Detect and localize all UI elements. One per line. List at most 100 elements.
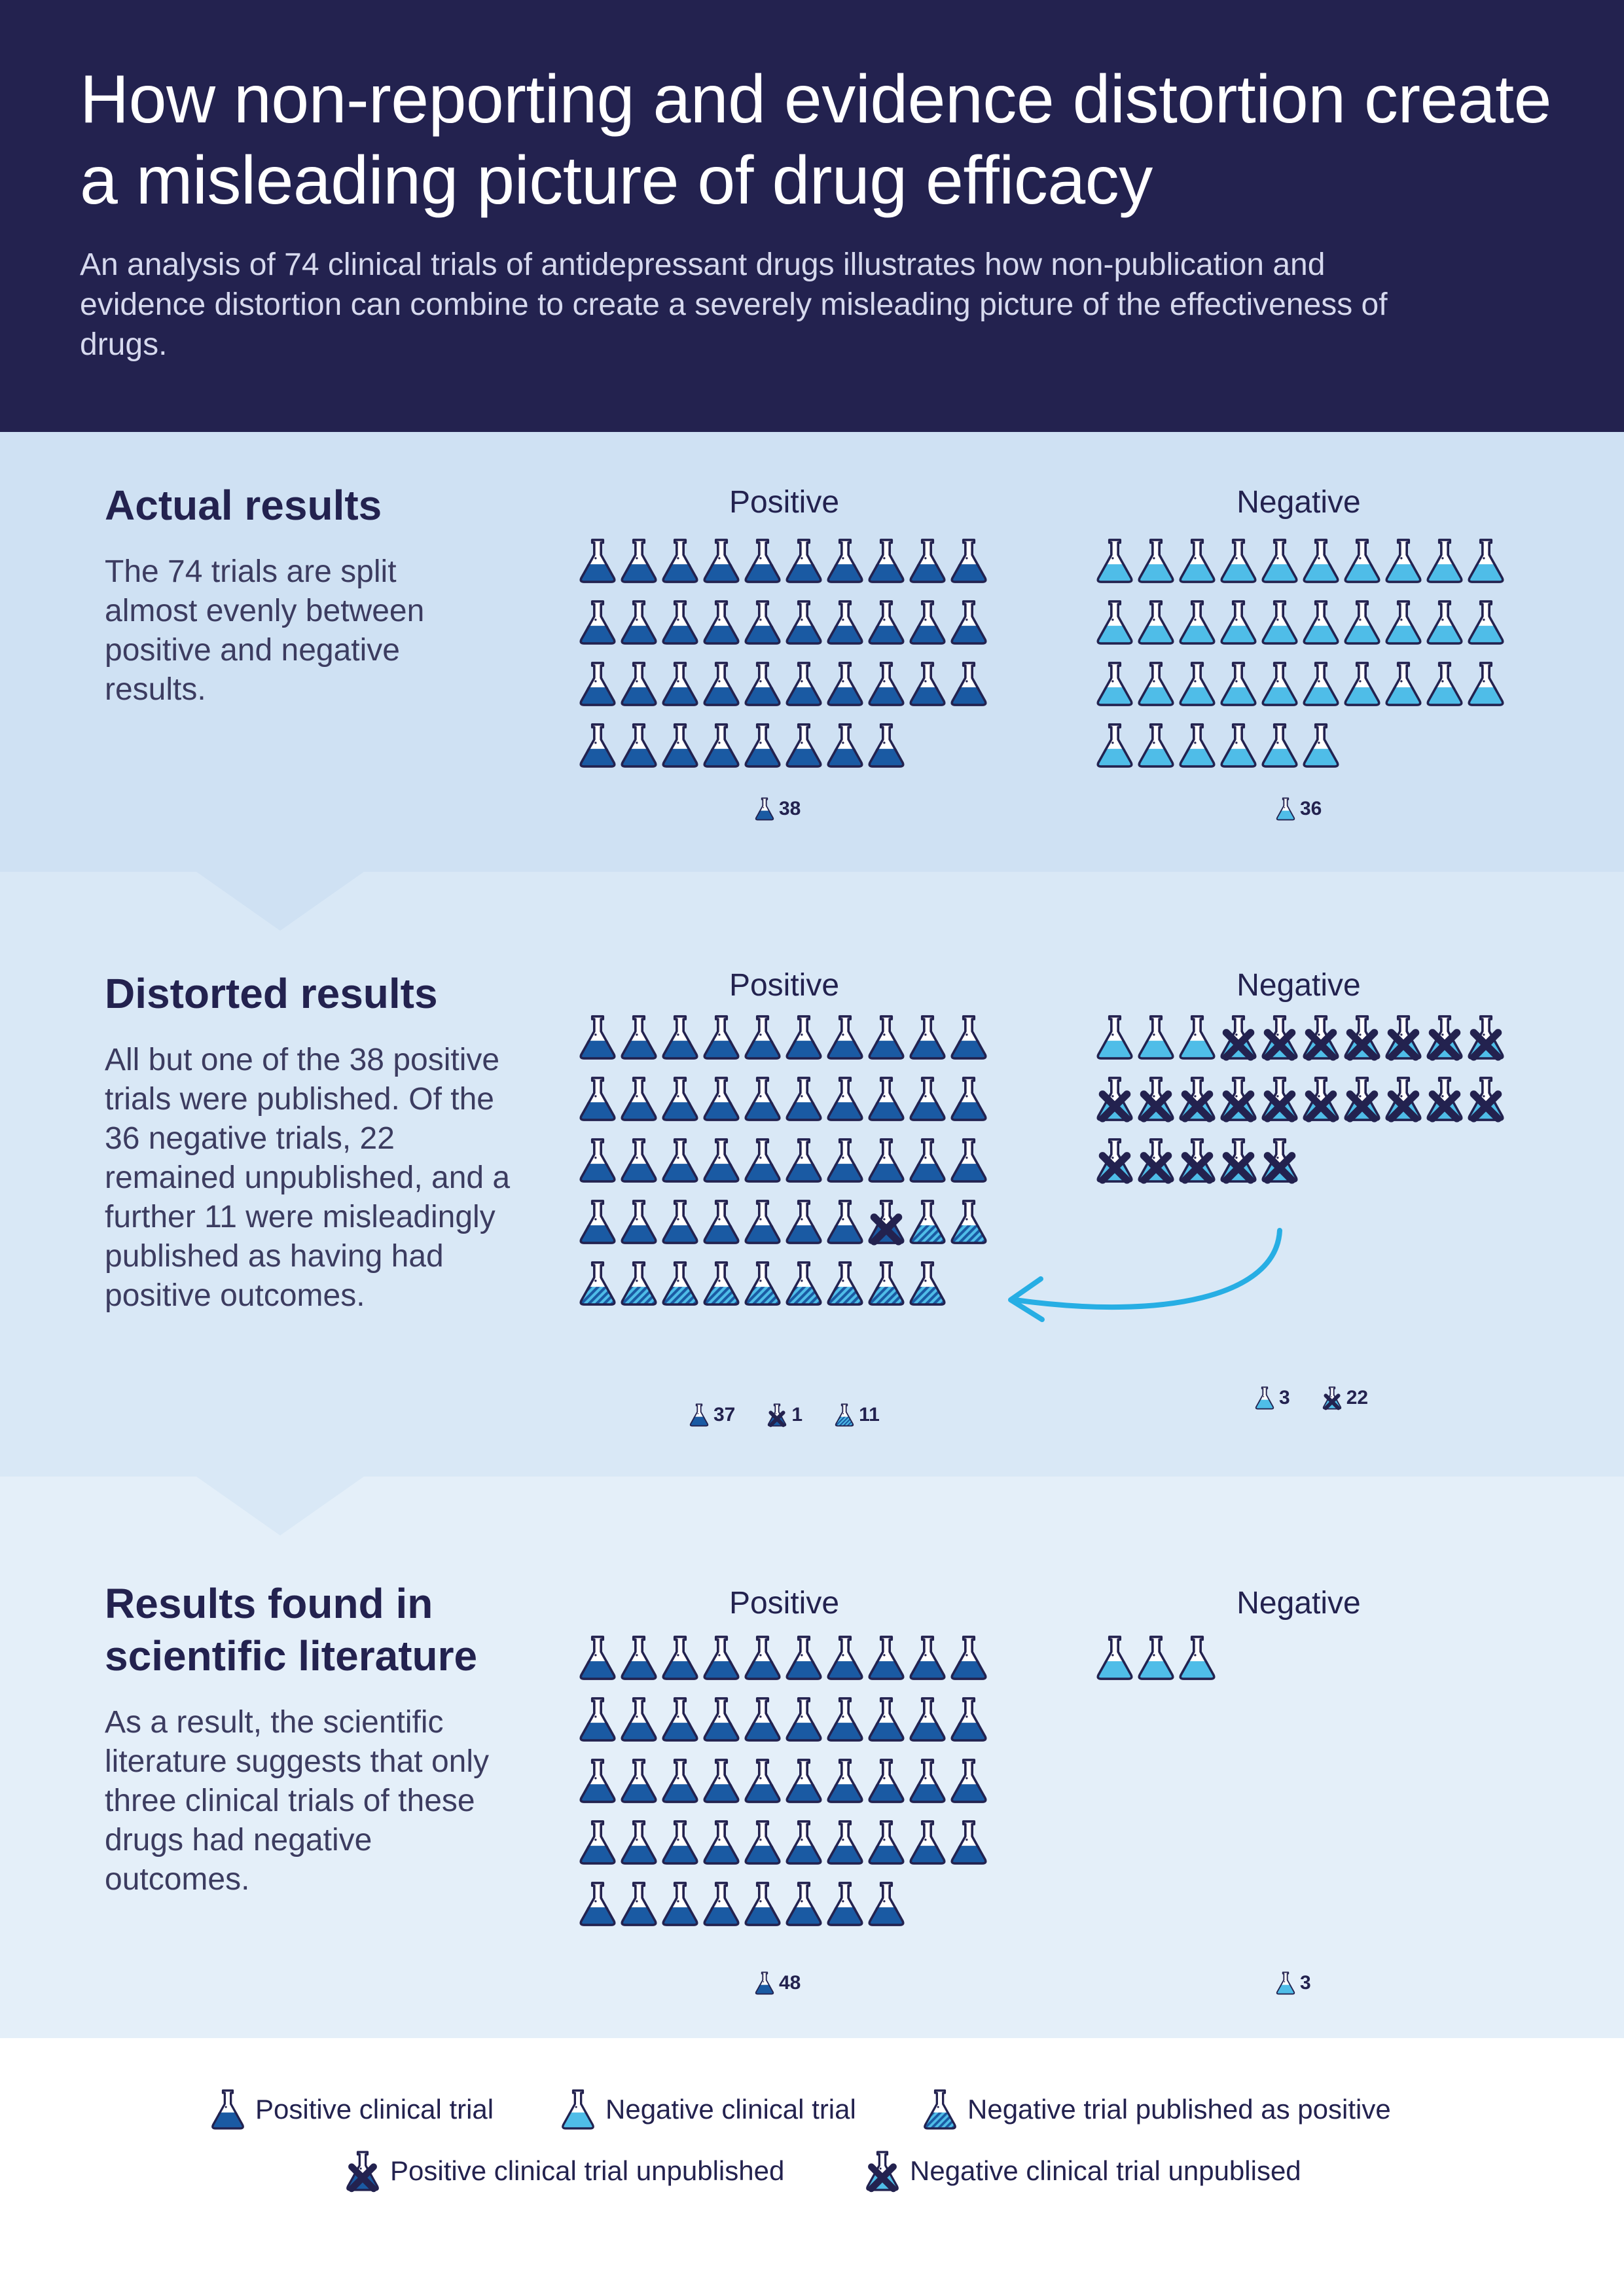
flask-dark-icon bbox=[577, 1876, 618, 1935]
flask-dark-icon bbox=[619, 1071, 659, 1130]
flask-dark-icon bbox=[701, 1876, 742, 1935]
flask-dark-icon bbox=[866, 656, 907, 715]
count-item: 36 bbox=[1275, 795, 1322, 823]
flask-crossed-icon bbox=[1136, 1132, 1176, 1192]
flask-crossed-icon bbox=[1383, 1009, 1424, 1069]
negative-count: 36 bbox=[1275, 795, 1353, 823]
flask-dark-icon bbox=[907, 1009, 948, 1069]
flask-dark-icon bbox=[948, 1132, 989, 1192]
positive-count: 48 bbox=[754, 1969, 832, 1998]
flask-light-icon bbox=[1424, 594, 1465, 654]
flask-dark-icon bbox=[619, 594, 659, 654]
flask-crossed-icon bbox=[1094, 1071, 1135, 1130]
flask-dark-icon bbox=[660, 717, 700, 777]
count-item: 3 bbox=[1275, 1969, 1311, 1998]
flask-dark-icon bbox=[907, 1814, 948, 1874]
flask-striped-icon bbox=[701, 1255, 742, 1315]
distortion-arrow bbox=[1008, 1228, 1282, 1322]
count-item: 3 bbox=[1254, 1384, 1290, 1412]
flask-light-icon bbox=[1218, 594, 1259, 654]
flask-light-icon bbox=[1136, 717, 1176, 777]
flask-dark-icon bbox=[660, 533, 700, 592]
count-value: 36 bbox=[1300, 798, 1322, 819]
flask-dark-icon bbox=[619, 717, 659, 777]
negative-count: 3 bbox=[1275, 1969, 1343, 1998]
negative-column-label: Negative bbox=[1236, 968, 1361, 1003]
flask-dark-icon bbox=[577, 594, 618, 654]
flask-dark-icon bbox=[209, 2084, 255, 2135]
positive-count: 37 1 11 bbox=[689, 1401, 911, 1429]
flask-dark-icon bbox=[866, 717, 907, 777]
flask-light-icon bbox=[1383, 656, 1424, 715]
flask-dark-icon bbox=[701, 1132, 742, 1192]
flask-light-icon bbox=[1259, 717, 1300, 777]
flask-dark-icon bbox=[577, 1630, 618, 1689]
flask-dark-icon bbox=[866, 594, 907, 654]
flask-dark-icon bbox=[742, 1876, 783, 1935]
flask-dark-icon bbox=[948, 1630, 989, 1689]
flask-dark-icon bbox=[825, 1630, 865, 1689]
flask-dark-icon bbox=[907, 1132, 948, 1192]
legend-label: Negative trial published as positive bbox=[967, 2094, 1391, 2125]
flask-light-icon bbox=[1342, 533, 1382, 592]
flask-striped-icon bbox=[742, 1255, 783, 1315]
flask-dark-icon bbox=[742, 1071, 783, 1130]
flask-dark-icon bbox=[742, 533, 783, 592]
flask-dark-icon bbox=[742, 1194, 783, 1253]
flask-dark-icon bbox=[619, 1194, 659, 1253]
flask-light-icon bbox=[1466, 656, 1506, 715]
section-divider-notch bbox=[196, 1477, 364, 1535]
flask-crossed-icon bbox=[864, 2145, 910, 2197]
flask-dark-icon bbox=[825, 1876, 865, 1935]
flask-dark-icon bbox=[701, 1753, 742, 1812]
flask-light-icon bbox=[1259, 533, 1300, 592]
flask-dark-icon bbox=[948, 656, 989, 715]
flask-dark-icon bbox=[948, 1071, 989, 1130]
flask-light-icon bbox=[1094, 717, 1135, 777]
flask-dark-icon bbox=[619, 1009, 659, 1069]
flask-crossed-icon bbox=[1218, 1009, 1259, 1069]
flask-light-icon bbox=[1383, 533, 1424, 592]
flask-striped-icon bbox=[660, 1255, 700, 1315]
flask-light-icon bbox=[1301, 656, 1341, 715]
flask-dark-icon bbox=[619, 1753, 659, 1812]
flask-striped-icon bbox=[619, 1255, 659, 1315]
flask-light-icon bbox=[1177, 656, 1218, 715]
flask-dark-icon bbox=[701, 1071, 742, 1130]
flask-light-icon bbox=[1218, 533, 1259, 592]
flask-light-icon bbox=[1218, 717, 1259, 777]
count-item: 11 bbox=[834, 1401, 880, 1429]
legend-area bbox=[0, 2038, 1624, 2296]
flask-light-icon bbox=[1136, 656, 1176, 715]
flask-light-icon bbox=[1136, 533, 1176, 592]
flask-dark-icon bbox=[701, 594, 742, 654]
flask-dark-icon bbox=[907, 1071, 948, 1130]
count-value: 37 bbox=[713, 1404, 736, 1426]
flask-dark-icon bbox=[701, 1630, 742, 1689]
flask-dark-icon bbox=[660, 1132, 700, 1192]
flask-light-icon bbox=[1136, 594, 1176, 654]
flask-light-icon bbox=[1301, 717, 1341, 777]
flask-dark-icon bbox=[948, 1009, 989, 1069]
flask-dark-icon bbox=[948, 1691, 989, 1751]
flask-dark-icon bbox=[660, 656, 700, 715]
legend-distorted: Negative trial published as positive bbox=[922, 2084, 1391, 2135]
negative-count: 3 22 bbox=[1254, 1384, 1399, 1412]
flask-light-icon bbox=[1466, 594, 1506, 654]
legend-label: Negative clinical trial unpublised bbox=[910, 2155, 1301, 2186]
count-value: 38 bbox=[779, 798, 801, 819]
flask-dark-icon bbox=[784, 533, 824, 592]
positive-column-label: Positive bbox=[729, 968, 840, 1003]
flask-light-icon bbox=[1177, 594, 1218, 654]
flask-light-icon bbox=[1177, 717, 1218, 777]
page-subtitle: An analysis of 74 clinical trials of ant… bbox=[80, 247, 1388, 362]
flask-light-icon bbox=[1424, 533, 1465, 592]
section-heading: Distorted results bbox=[105, 970, 438, 1017]
flask-light-icon bbox=[1259, 594, 1300, 654]
flask-dark-icon bbox=[866, 1691, 907, 1751]
flask-light-icon bbox=[1136, 1009, 1176, 1069]
section-description: The 74 trials are split almost evenly be… bbox=[105, 554, 425, 707]
count-item: 38 bbox=[754, 795, 801, 823]
flask-dark-icon bbox=[742, 1132, 783, 1192]
flask-light-icon bbox=[1177, 1009, 1218, 1069]
